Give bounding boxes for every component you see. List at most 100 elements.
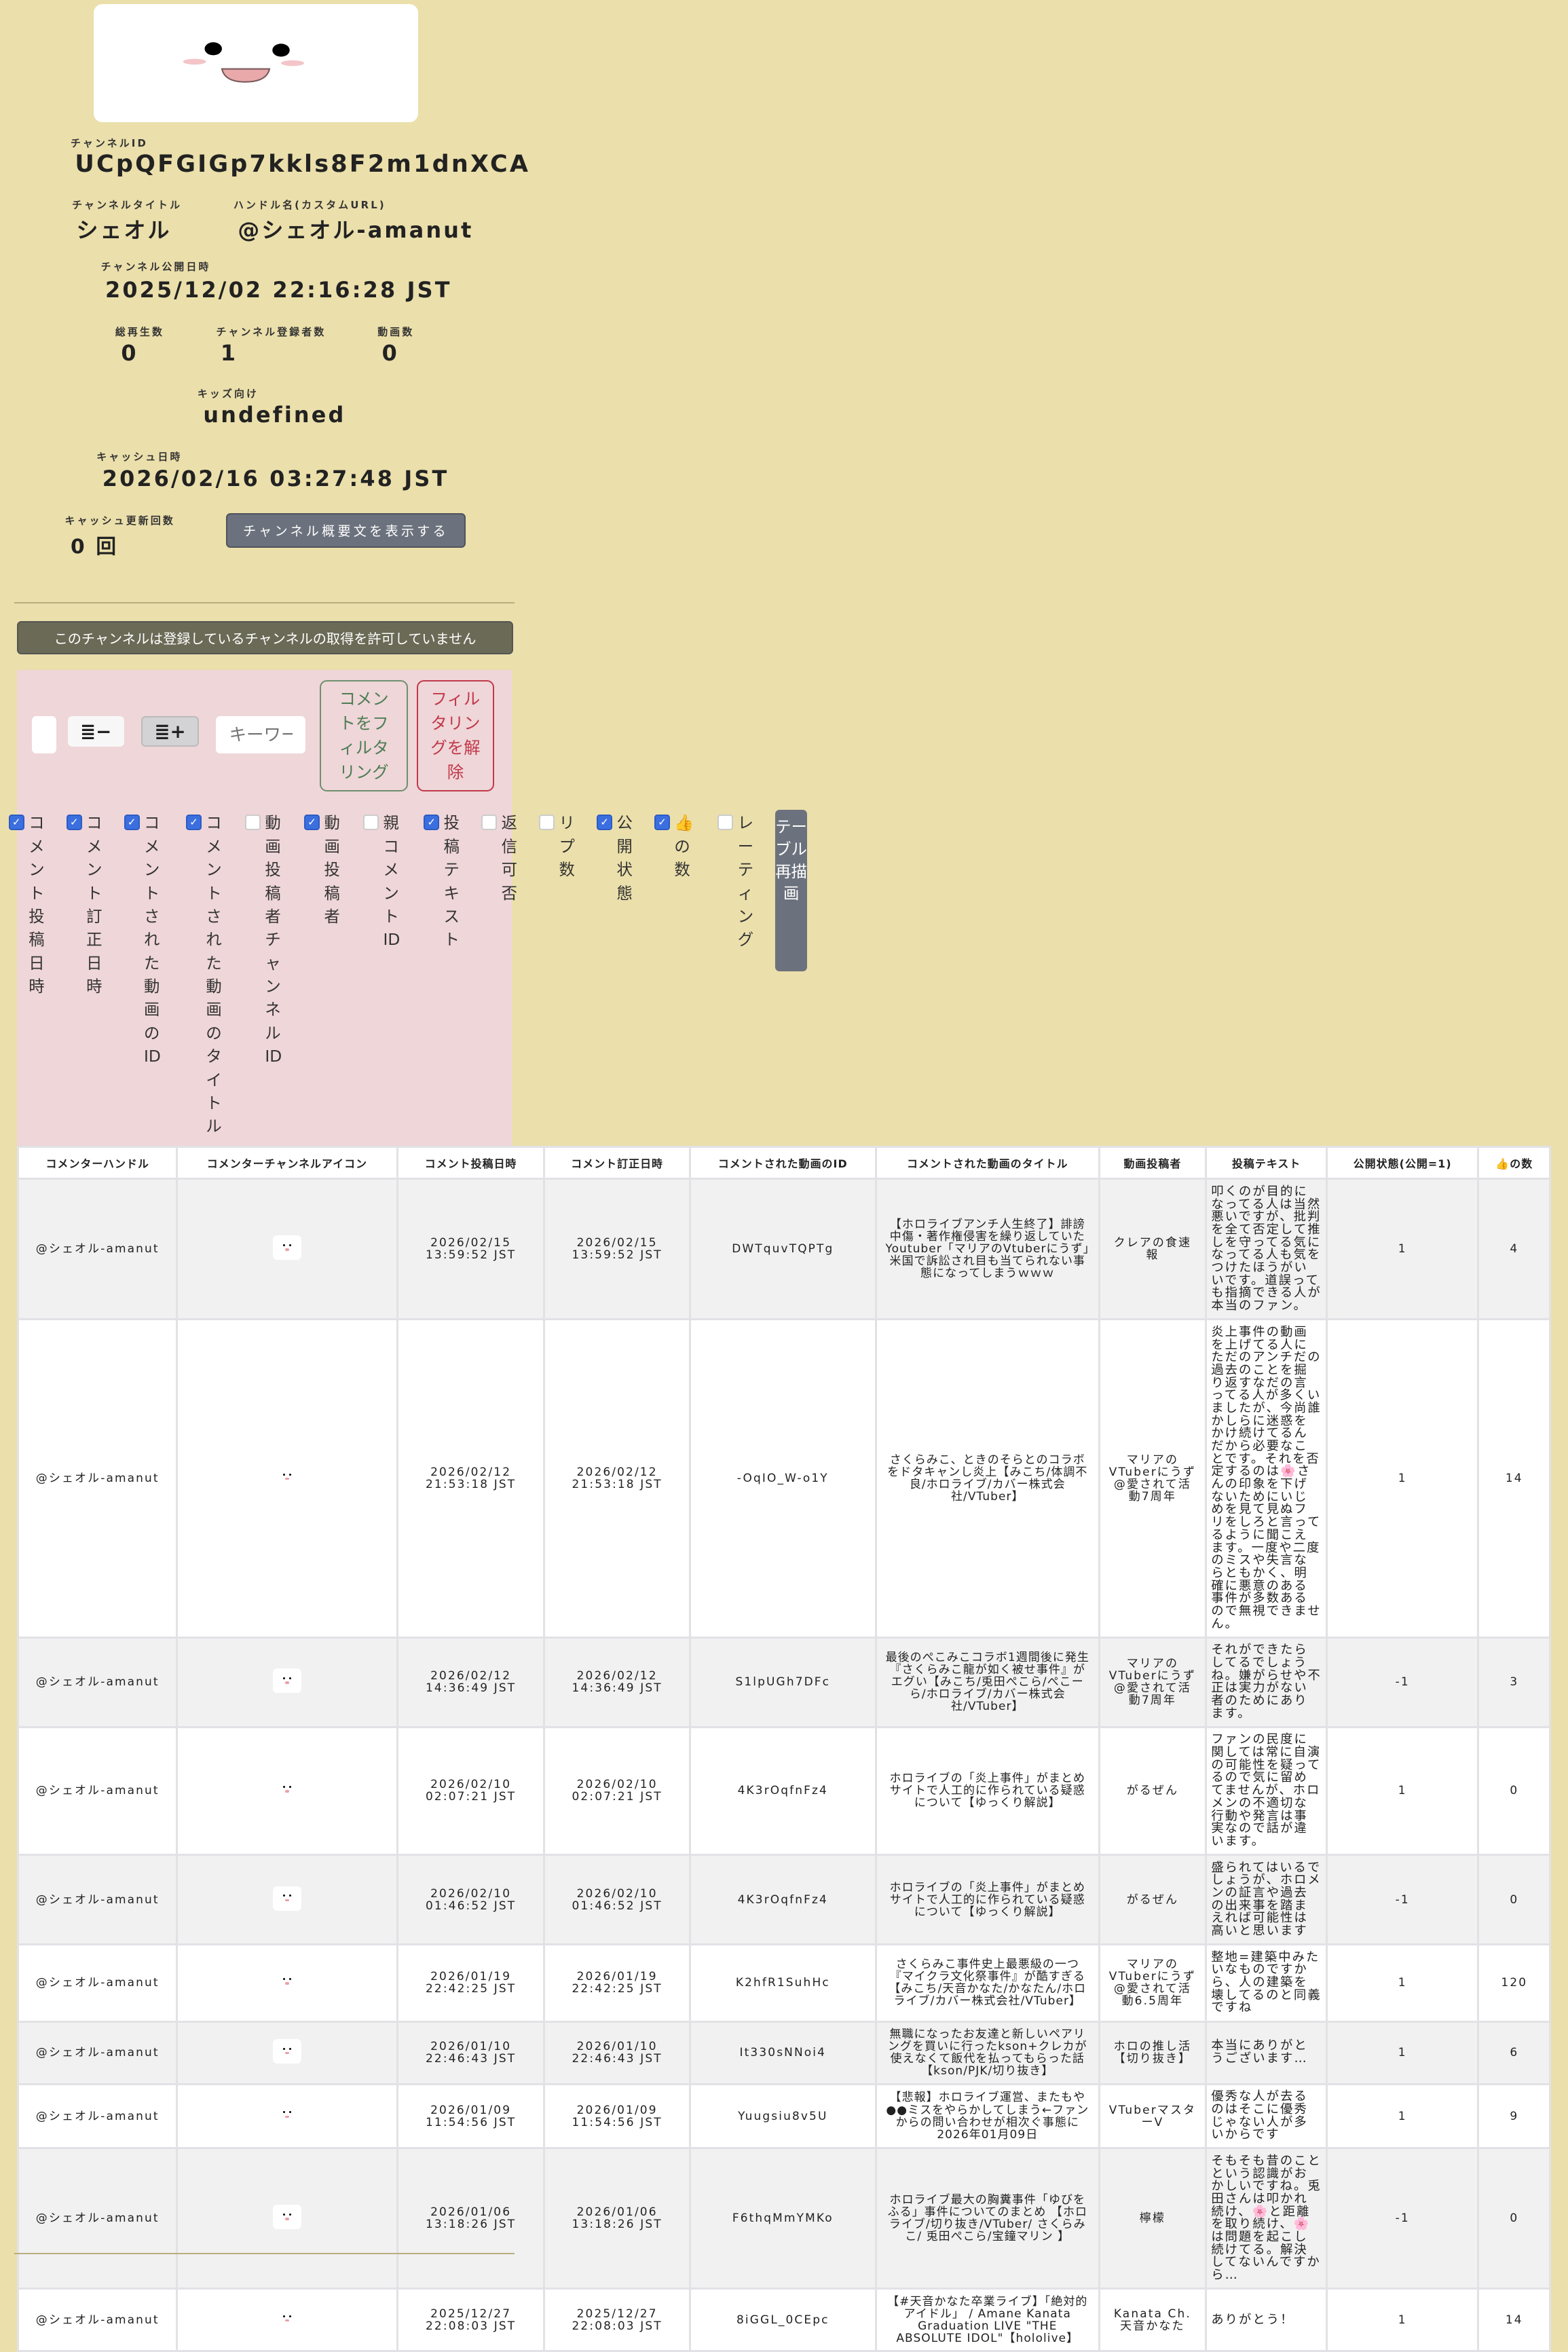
table-row: @シェオル-amanut 2026/02/10 02:07:21 JST 2026/… [17, 1725, 1552, 1856]
uploader-cell: がるぜん [1098, 1854, 1207, 1946]
cache-count-label: キャッシュ更新回数 [64, 514, 175, 527]
bottom-divider [14, 2252, 515, 2254]
text-cell: 整地=建築中みたいなものですから、人の建築を壊してるのと同義ですね [1204, 1943, 1328, 2023]
column-toggle[interactable]: ✓ コメントされた動画のID [124, 811, 162, 1068]
video-id-cell: It330sNNoi4 [688, 2020, 877, 2085]
checkbox[interactable]: ✓ [424, 814, 440, 830]
clear-filter-button[interactable]: フィルタリングを解除 [416, 680, 495, 791]
table-row: @シェオル-amanut 2026/01/19 22:42:25 JST 2026/… [17, 1943, 1552, 2023]
uploader-cell: クレアの食速報 [1098, 1178, 1207, 1321]
checkbox[interactable]: ✓ [8, 814, 24, 830]
column-toggle-label: コメントされた動画のID [144, 813, 161, 1066]
column-toggle-label: コメント訂正日時 [86, 813, 102, 996]
column-toggle[interactable]: ✓ 投稿テキスト [424, 811, 461, 951]
divider [14, 602, 515, 604]
video-title-cell: 【悲報】ホロライブ運営、またもや●●ミスをやらかしてしまう←ファンからの問い合わ… [874, 2083, 1100, 2150]
edited-cell: 2026/01/06 13:18:26 JST [543, 2147, 691, 2290]
column-header[interactable]: コメンターチャンネルアイコン [176, 1145, 398, 1180]
commenter-icon-cell [176, 1854, 398, 1946]
public-cell: 1 [1326, 2288, 1480, 2352]
blank-input[interactable] [31, 716, 56, 754]
video-title-cell: ホロライブの「炎上事件」がまとめサイトで人工的に作られている疑惑について【ゆっく… [874, 1854, 1100, 1946]
video-id-cell: 4K3rOqfnFz4 [688, 1725, 877, 1856]
table-row: @シェオル-amanut 2025/12/27 22:08:03 JST 2025/… [17, 2288, 1552, 2352]
column-header[interactable]: コメント訂正日時 [543, 1145, 691, 1180]
avatar[interactable] [272, 1777, 302, 1802]
column-toggle-label: 親コメントID [383, 813, 400, 950]
redraw-table-button[interactable]: テーブル再描画 [775, 810, 807, 972]
column-toggle[interactable]: レーティング [717, 811, 755, 951]
edited-cell: 2026/02/12 14:36:49 JST [543, 1636, 691, 1728]
show-description-button[interactable]: チャンネル概要文を表示する [226, 512, 466, 548]
avatar[interactable] [272, 1969, 302, 1994]
column-header[interactable]: 投稿テキスト [1204, 1145, 1328, 1180]
avatar[interactable] [272, 2039, 302, 2064]
checkbox[interactable] [481, 814, 498, 830]
posted-cell: 2026/01/09 11:54:56 JST [396, 2083, 546, 2150]
commenter-icon-cell [176, 1725, 398, 1856]
filter-comments-button[interactable]: コメントをフィルタリング [320, 680, 408, 791]
table-row: @シェオル-amanut 2026/01/09 11:54:56 JST 2026/… [17, 2083, 1552, 2150]
posted-cell: 2026/01/06 13:18:26 JST [396, 2147, 546, 2290]
likes-cell: 0 [1477, 1854, 1552, 1946]
public-cell: 1 [1326, 1725, 1480, 1856]
handle-cell: @シェオル-amanut [17, 1636, 179, 1728]
increase-rows-button[interactable]: ≣+ [141, 716, 199, 747]
column-header[interactable]: コメント投稿日時 [396, 1145, 546, 1180]
text-cell: 本当にありがとうございます… [1204, 2020, 1328, 2085]
avatar[interactable] [272, 1464, 302, 1490]
avatar[interactable] [272, 2102, 302, 2127]
column-header[interactable]: コメントされた動画のID [688, 1145, 877, 1180]
text-cell: それができたらしてるでしょうね。嫌がらせや不正は実力がない者のためにあります。 [1204, 1636, 1328, 1728]
video-title-cell: 最後のぺこみこコラボ1週間後に発生『さくらみこ龍が如く被せ事件』がエグい【みこち… [874, 1636, 1100, 1728]
decrease-rows-button[interactable]: ≣− [67, 716, 124, 747]
column-toggle[interactable]: 返信可否 [481, 811, 519, 905]
checkbox[interactable] [717, 814, 734, 830]
column-toggle[interactable]: ✓ コメント訂正日時 [66, 811, 104, 998]
handle-cell: @シェオル-amanut [17, 1725, 179, 1856]
column-toggle[interactable]: ✓ コメント投稿日時 [8, 811, 46, 998]
video-title-cell: さくらみこ、ときのそらとのコラボをドタキャンし炎上【みこち/体調不良/ホロライブ… [874, 1318, 1100, 1639]
handle-cell: @シェオル-amanut [17, 1943, 179, 2023]
column-toggle[interactable]: ✓ 公開状態 [597, 811, 634, 905]
commenter-icon-cell [176, 1318, 398, 1639]
avatar[interactable] [272, 2306, 302, 2331]
public-cell: -1 [1326, 1636, 1480, 1728]
column-toggle[interactable]: 動画投稿者チャンネルID [244, 811, 282, 1068]
checkbox[interactable] [244, 814, 261, 830]
keyword-input[interactable] [216, 716, 306, 754]
column-toggle[interactable]: リプ数 [539, 811, 576, 881]
checkbox[interactable]: ✓ [185, 814, 202, 830]
avatar[interactable] [272, 1235, 302, 1261]
column-toggle[interactable]: 親コメントID [363, 811, 400, 951]
face-banner-image [183, 42, 304, 83]
column-header[interactable]: 👍の数 [1477, 1145, 1552, 1180]
checkbox[interactable]: ✓ [654, 814, 671, 830]
column-toggle[interactable]: ✓ 👍の数 [654, 811, 694, 881]
posted-cell: 2026/01/19 22:42:25 JST [396, 1943, 546, 2023]
column-toggle[interactable]: ✓ 動画投稿者 [303, 811, 341, 928]
avatar[interactable] [272, 2205, 302, 2230]
column-header[interactable]: コメンターハンドル [17, 1145, 179, 1180]
avatar[interactable] [272, 1886, 302, 1911]
checkbox[interactable]: ✓ [303, 814, 320, 830]
checkbox[interactable] [539, 814, 555, 830]
checkbox[interactable]: ✓ [66, 814, 82, 830]
column-header[interactable]: 動画投稿者 [1098, 1145, 1207, 1180]
checkbox[interactable] [363, 814, 379, 830]
checkbox[interactable]: ✓ [124, 814, 140, 830]
video-title-cell: ホロライブ最大の胸糞事件「ゆびをふる」事件についてのまとめ 【ホロライブ/切り抜… [874, 2147, 1100, 2290]
checkbox[interactable]: ✓ [597, 814, 613, 830]
column-toggle[interactable]: ✓ コメントされた動画のタイトル [185, 811, 223, 1138]
notice-button[interactable]: このチャンネルは登録しているチャンネルの取得を許可していません [17, 621, 513, 654]
avatar[interactable] [272, 1668, 302, 1694]
column-toggle-label: レーティング [737, 813, 754, 950]
column-header[interactable]: 公開状態(公開=1) [1326, 1145, 1480, 1180]
likes-cell: 4 [1477, 1178, 1552, 1321]
views-count: 0 [121, 340, 138, 367]
likes-cell: 120 [1477, 1943, 1552, 2023]
column-header[interactable]: コメントされた動画のタイトル [874, 1145, 1100, 1180]
videos-count: 0 [381, 340, 399, 367]
channel-published: 2025/12/02 22:16:28 JST [105, 276, 452, 303]
table-row: @シェオル-amanut 2026/02/15 13:59:52 JST 2026/… [17, 1178, 1552, 1321]
